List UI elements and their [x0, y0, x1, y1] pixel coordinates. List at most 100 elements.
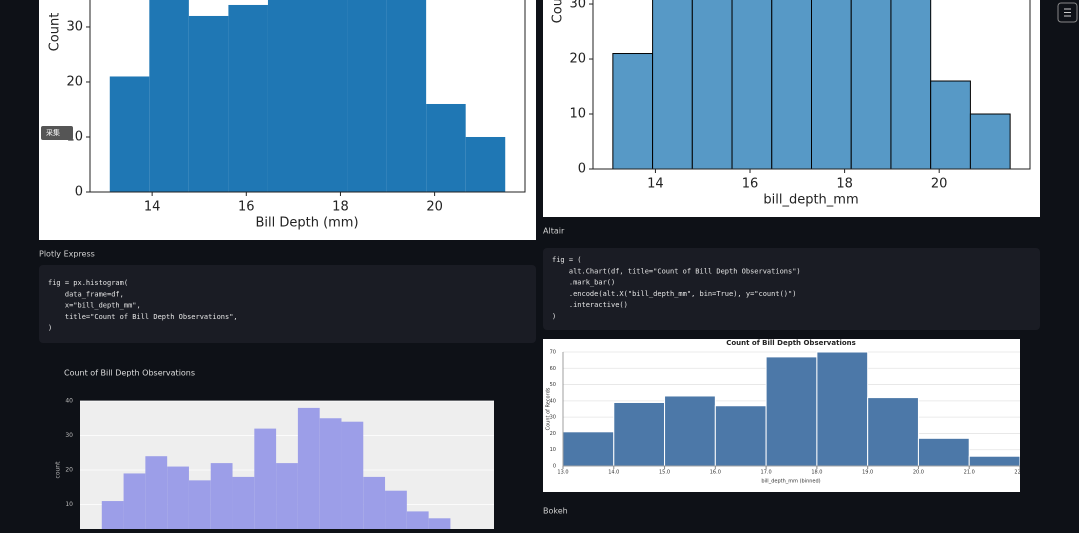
- bar: [109, 76, 150, 192]
- bar: [562, 431, 615, 467]
- bar: [612, 53, 654, 170]
- x-tick-label: 19.0: [862, 470, 873, 476]
- y-tick-label: 30: [550, 415, 556, 421]
- y-tick-label: 0: [75, 185, 83, 200]
- chart: 0 10 20 30 40 50 60 70 13.0 14.0 15.0 16.0 17.0 18.0 1…: [543, 339, 1025, 492]
- bar: [386, 0, 427, 193]
- bar: [297, 407, 320, 529]
- x-tick-label: 17.0: [761, 470, 772, 476]
- code-line: data_frame=df,: [48, 290, 124, 298]
- bar: [867, 397, 919, 467]
- code-line: fig = (: [552, 256, 582, 264]
- y-tick-label: 30: [65, 432, 73, 439]
- bar: [341, 421, 364, 529]
- bar: [210, 463, 233, 529]
- bar: [465, 136, 506, 192]
- bar: [188, 15, 229, 193]
- chart: 01020304014161820Bill Depth (mm)Count: [39, 0, 536, 240]
- bar: [890, 0, 932, 170]
- x-tick-label: 20: [426, 200, 443, 215]
- y-tick-label: 10: [550, 447, 556, 453]
- bar: [613, 401, 666, 467]
- bar: [385, 490, 407, 529]
- y-axis-label: Count: [551, 0, 566, 23]
- x-tick-label: 16: [238, 200, 255, 215]
- bar: [267, 0, 308, 192]
- y-tick-label: 40: [65, 398, 73, 405]
- bar: [254, 428, 277, 529]
- x-tick-label: 18: [332, 200, 349, 215]
- x-axis-label: Bill Depth (mm): [255, 216, 358, 231]
- code-line: ): [48, 324, 52, 332]
- bar: [406, 511, 429, 529]
- overlay-button-label: 采集: [46, 128, 60, 137]
- y-axis-label: Count of Records: [546, 387, 552, 430]
- axes-frame: [592, 0, 1031, 170]
- y-tick-label: 30: [66, 19, 83, 34]
- x-tick-label: 13.0: [557, 470, 568, 476]
- x-tick-label: 14.0: [608, 470, 619, 476]
- bar: [917, 437, 970, 467]
- x-tick-label: 20.0: [913, 470, 924, 476]
- code-line: .encode(alt.X("bill_depth_mm", bin=True)…: [552, 290, 796, 298]
- y-tick-label: 20: [550, 431, 556, 437]
- bar: [930, 80, 971, 170]
- code-line: x="bill_depth_mm",: [48, 302, 141, 310]
- bar: [276, 463, 298, 529]
- x-tick-label: 18.0: [811, 470, 822, 476]
- y-tick-label: 20: [569, 52, 586, 67]
- y-tick-label: 20: [65, 467, 73, 474]
- y-tick-label: 60: [550, 366, 556, 372]
- y-tick-label: 20: [66, 74, 83, 89]
- x-tick-label: 21.0: [964, 470, 975, 476]
- bar: [811, 0, 852, 170]
- code-line: fig = px.histogram(: [48, 279, 128, 287]
- y-axis-label: Count: [48, 13, 63, 52]
- code-line: alt.Chart(df, title="Count of Bill Depth…: [552, 267, 801, 275]
- bar: [664, 395, 716, 467]
- x-axis-label: bill_depth_mm: [763, 193, 858, 208]
- section-label: Plotly Express: [39, 250, 95, 259]
- y-tick-label: 40: [550, 398, 556, 404]
- overlay-button[interactable]: [41, 126, 73, 140]
- bar: [652, 0, 693, 170]
- x-tick-label: 15.0: [659, 470, 670, 476]
- x-axis-label: bill_depth_mm (binned): [761, 479, 820, 485]
- bar: [714, 405, 767, 467]
- y-axis-label: count: [55, 461, 62, 479]
- axes-frame: [562, 352, 1020, 467]
- x-tick-label: 22.0: [1014, 470, 1025, 476]
- x-tick-label: 14: [144, 200, 161, 215]
- code-line: .mark_bar(): [552, 279, 615, 287]
- code-line: title="Count of Bill Depth Observations"…: [48, 313, 238, 321]
- y-tick-label: 0: [578, 162, 586, 177]
- bar: [426, 103, 466, 192]
- bar: [228, 4, 268, 193]
- bar: [145, 456, 168, 529]
- bar: [850, 0, 892, 170]
- bar: [232, 476, 255, 529]
- bar: [167, 466, 189, 529]
- bar: [319, 418, 342, 529]
- menu-button[interactable]: [1057, 2, 1078, 23]
- chart-title: Count of Bill Depth Observations: [64, 369, 195, 378]
- y-tick-label: 70: [550, 350, 556, 356]
- bar: [363, 476, 386, 529]
- code-block: [543, 248, 1040, 330]
- y-tick-label: 10: [569, 107, 586, 122]
- bar: [123, 473, 146, 529]
- code-line: .interactive(): [552, 301, 628, 309]
- bar: [428, 518, 451, 529]
- y-tick-label: 10: [65, 501, 73, 508]
- bar: [968, 455, 1020, 467]
- bar: [765, 356, 818, 467]
- bar: [816, 351, 869, 467]
- bar: [691, 0, 733, 170]
- bar: [731, 0, 773, 170]
- bar: [347, 0, 387, 193]
- bar: [188, 480, 211, 529]
- x-tick-label: 16: [742, 177, 759, 192]
- code-block: [39, 265, 536, 343]
